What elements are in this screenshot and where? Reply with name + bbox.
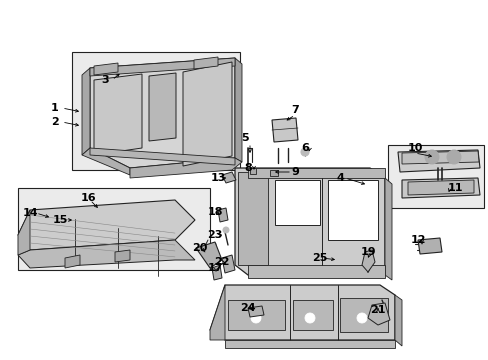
Polygon shape [222, 255, 235, 273]
Polygon shape [238, 172, 267, 265]
Polygon shape [247, 168, 384, 178]
Polygon shape [224, 340, 394, 348]
Text: 9: 9 [290, 167, 298, 177]
Text: 15: 15 [52, 215, 67, 225]
Polygon shape [18, 200, 195, 250]
Polygon shape [397, 150, 479, 172]
Polygon shape [115, 250, 130, 262]
Polygon shape [367, 303, 389, 325]
Polygon shape [327, 180, 377, 240]
Text: 17: 17 [207, 263, 223, 273]
Circle shape [250, 313, 261, 323]
Polygon shape [235, 58, 242, 162]
Polygon shape [18, 210, 30, 255]
Polygon shape [249, 168, 256, 174]
Text: 10: 10 [407, 143, 422, 153]
Polygon shape [227, 300, 285, 330]
Text: 18: 18 [207, 207, 223, 217]
Polygon shape [218, 208, 227, 222]
Polygon shape [222, 172, 236, 183]
Polygon shape [292, 300, 332, 330]
Text: 8: 8 [244, 163, 251, 173]
Text: 21: 21 [369, 305, 385, 315]
Text: 19: 19 [360, 247, 375, 257]
Circle shape [356, 313, 366, 323]
Polygon shape [209, 285, 394, 340]
Text: 14: 14 [22, 208, 38, 218]
Circle shape [424, 150, 438, 164]
Text: 25: 25 [312, 253, 327, 263]
Polygon shape [82, 148, 130, 175]
Polygon shape [247, 265, 384, 278]
Polygon shape [209, 285, 224, 340]
Polygon shape [149, 73, 176, 141]
Polygon shape [394, 295, 401, 346]
Bar [72, 52, 240, 170]
Polygon shape [407, 180, 473, 195]
Text: 11: 11 [447, 183, 462, 193]
Polygon shape [247, 306, 264, 317]
Circle shape [446, 150, 460, 164]
Polygon shape [274, 180, 319, 225]
Polygon shape [18, 240, 195, 268]
Text: 16: 16 [80, 193, 96, 203]
Polygon shape [194, 57, 218, 69]
Polygon shape [269, 170, 278, 176]
Bar [18, 188, 209, 270]
Polygon shape [130, 158, 242, 178]
Polygon shape [212, 265, 222, 280]
Circle shape [301, 148, 308, 156]
Polygon shape [384, 178, 391, 280]
Polygon shape [401, 151, 478, 164]
Circle shape [305, 313, 314, 323]
Text: 6: 6 [301, 143, 308, 153]
Polygon shape [401, 178, 479, 198]
Polygon shape [339, 298, 387, 332]
Polygon shape [94, 63, 118, 75]
Text: 3: 3 [101, 75, 109, 85]
Bar [387, 145, 483, 208]
Text: 12: 12 [409, 235, 425, 245]
Polygon shape [235, 168, 384, 275]
Polygon shape [82, 68, 90, 155]
Text: 13: 13 [210, 173, 225, 183]
Text: 4: 4 [335, 173, 343, 183]
Polygon shape [361, 250, 374, 272]
Polygon shape [90, 148, 235, 165]
Text: 7: 7 [290, 105, 298, 115]
Polygon shape [65, 255, 80, 268]
Text: 2: 2 [51, 117, 59, 127]
Polygon shape [271, 118, 297, 142]
Text: 24: 24 [240, 303, 255, 313]
Polygon shape [90, 58, 235, 168]
Polygon shape [417, 238, 441, 254]
Polygon shape [183, 62, 231, 166]
Polygon shape [90, 58, 235, 76]
Text: 23: 23 [207, 230, 222, 240]
Circle shape [223, 227, 228, 233]
Text: 22: 22 [214, 257, 229, 267]
Text: 5: 5 [241, 133, 248, 143]
Polygon shape [196, 242, 222, 268]
Polygon shape [94, 74, 142, 155]
Text: 1: 1 [51, 103, 59, 113]
Text: 20: 20 [192, 243, 207, 253]
